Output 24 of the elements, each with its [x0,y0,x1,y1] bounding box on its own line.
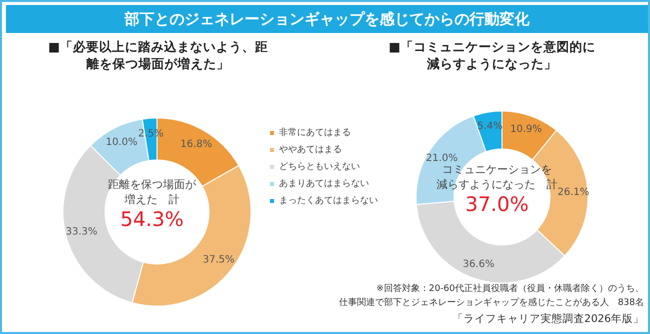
text: 仕事関連で部下とジェネレーションギャップを感じたことがある人 838名 [338,296,644,310]
legend-label: まったくあてはまらない [279,195,378,207]
text: コミュニケーションを [441,162,553,177]
text: 37.0% [465,192,529,216]
data-label: 21.0% [426,152,458,164]
data-label: 33.3% [66,226,98,238]
text: 54.3% [120,207,184,231]
text: 距離を保つ場面が [107,177,197,192]
chart-subtitle: ■「必要以上に踏み込まないよう、距離を保つ場面が増えた」 [47,38,269,72]
legend-label: どちらともいえない [279,161,360,173]
data-label: 16.8% [180,139,212,150]
text: ※回答対象：20-60代正社員役職者（役員・休職者除く）のうち、 [375,282,644,296]
text: 「ライフキャリア実態調査2026年版」 [451,312,644,326]
legend-label: あまりあてはまらない [279,178,369,190]
legend-label: ややあてはまる [279,144,342,156]
chart-title: 部下とのジェネレーションギャップを感じてからの行動変化 [6,5,648,33]
text: 増えた 計 [124,192,180,207]
chart-subtitle: ■「コミュニケーションを意図的に減らすようになった」 [388,38,596,72]
data-label: 10.9% [510,124,542,136]
data-label: 10.0% [106,136,138,148]
legend-label: 非常にあてはまる [279,126,351,139]
data-label: 36.6% [462,259,494,270]
data-label: 2.5% [138,128,164,140]
data-label: 37.5% [202,254,235,266]
